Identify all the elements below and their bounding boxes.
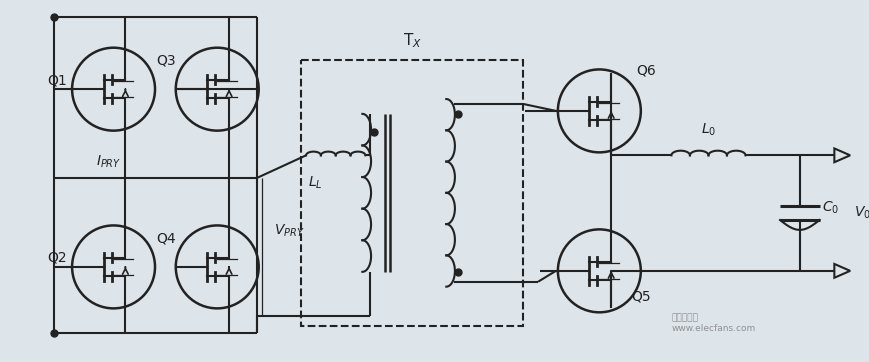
Text: $L_L$: $L_L$ (308, 175, 322, 191)
Text: Q2: Q2 (47, 251, 67, 265)
Text: Q1: Q1 (47, 73, 67, 87)
Text: T$_X$: T$_X$ (402, 31, 421, 50)
Text: $I_{PRY}$: $I_{PRY}$ (96, 154, 121, 170)
Text: $V_0$: $V_0$ (853, 205, 869, 221)
Text: Q6: Q6 (635, 63, 655, 77)
Text: Q4: Q4 (156, 231, 176, 245)
Text: $V_{PRY}$: $V_{PRY}$ (275, 223, 305, 239)
Text: $C_0$: $C_0$ (820, 200, 838, 216)
Text: $L_0$: $L_0$ (700, 121, 715, 138)
Text: Q3: Q3 (156, 54, 176, 67)
Text: 电子发烧友
www.elecfans.com: 电子发烧友 www.elecfans.com (671, 313, 755, 333)
Text: Q5: Q5 (630, 290, 650, 303)
